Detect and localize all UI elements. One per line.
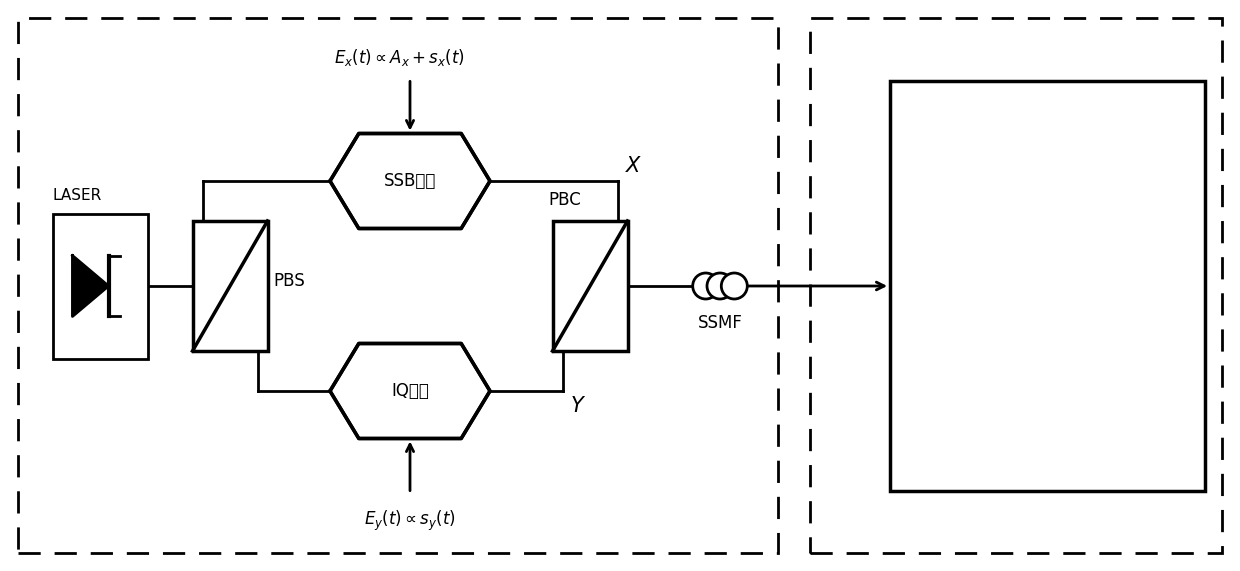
- Text: SSMF: SSMF: [698, 314, 743, 332]
- Bar: [52, 214, 148, 359]
- Text: $E_x(t)\propto A_x+s_x(t)$: $E_x(t)\propto A_x+s_x(t)$: [335, 47, 465, 69]
- Text: PBS: PBS: [274, 272, 305, 290]
- Text: IQ调制: IQ调制: [391, 382, 429, 400]
- Circle shape: [707, 273, 733, 299]
- Bar: [192, 221, 268, 351]
- Polygon shape: [72, 256, 109, 316]
- Text: LASER: LASER: [52, 188, 102, 203]
- Text: SSB调制: SSB调制: [384, 172, 436, 190]
- Text: X: X: [625, 156, 640, 176]
- Polygon shape: [330, 134, 490, 228]
- Text: $E_y(t)\propto s_y(t)$: $E_y(t)\propto s_y(t)$: [365, 509, 456, 533]
- Polygon shape: [330, 344, 490, 439]
- Bar: [810, 18, 1221, 553]
- Bar: [890, 81, 1205, 491]
- Bar: [553, 221, 627, 351]
- Text: PBC: PBC: [548, 191, 582, 209]
- Circle shape: [693, 273, 719, 299]
- Bar: [19, 18, 777, 553]
- Text: Y: Y: [570, 396, 583, 416]
- Circle shape: [722, 273, 748, 299]
